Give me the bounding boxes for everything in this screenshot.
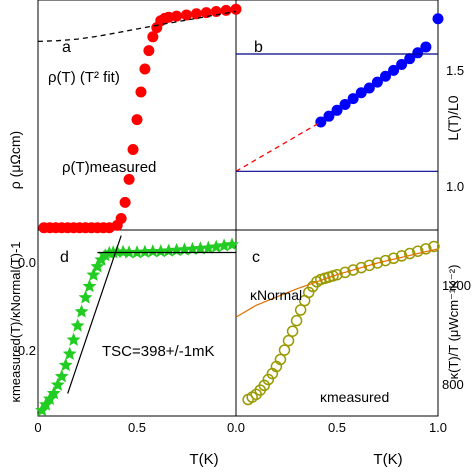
panel-d-series-0-point: [82, 279, 97, 293]
panel-d-series-0-point: [46, 386, 61, 400]
panel-c-frame: [235, 229, 439, 417]
panel-b-series-0-point: [347, 93, 359, 105]
panel-b-series-0-point: [396, 59, 408, 71]
panel-c-series-0-point: [347, 264, 359, 276]
panel-a-series-0-point: [131, 114, 143, 126]
panel-b-series-0-point: [331, 104, 343, 116]
xtick-left-0.5: 0.5: [128, 420, 146, 435]
panel-c-series-0-point: [282, 334, 295, 347]
panel-d-series-0-point: [50, 377, 65, 391]
annotation-t2-fit: ρ(T) (T² fit): [48, 69, 120, 86]
panel-c-series-0-point: [379, 254, 392, 267]
panel-d-series-0-point: [90, 259, 105, 273]
ylabel-a: ρ (μΩcm): [7, 131, 23, 189]
ytick-b-1.5: 1.5: [446, 63, 464, 78]
panel-c-series-0-point: [355, 261, 367, 274]
ytick-d-0.0: 0.0: [18, 255, 36, 270]
panel-c-series-0-point: [412, 245, 424, 257]
panel-c-series-0-point: [428, 240, 440, 253]
panel-b-series-0-point: [371, 76, 383, 88]
ytick-c-800: 800: [442, 377, 464, 392]
panel-a-series-0-point: [139, 63, 151, 75]
panel-d-series-0-point: [70, 318, 85, 332]
panel-c-series-0-point: [274, 353, 287, 366]
panel-b-series-0-point: [355, 87, 367, 99]
panel-c-series-0-point: [294, 304, 307, 316]
xtick-left-0: 0: [34, 420, 41, 435]
panel-d-series-0-point: [54, 369, 69, 383]
panel-a-series-0-point: [115, 213, 127, 224]
panel-a-series-0-point: [147, 31, 159, 43]
annotation-kappa-normal: κNormal: [250, 287, 302, 303]
ytick-d-minus-0.2: -0.2: [14, 343, 36, 358]
ylabel-b: L(T)/L0: [445, 95, 461, 140]
panel-b-series-0-point: [412, 47, 424, 59]
xtick-right-1.0: 1.0: [429, 420, 447, 435]
panel-a-series-0-point: [119, 196, 131, 208]
panel-d-series-1-line: [67, 235, 122, 394]
panel-c-series-0-point: [290, 314, 303, 327]
panel-a-series-0-point: [230, 3, 242, 15]
panel-b-series-0-point: [315, 116, 327, 128]
panel-a-series-0-point: [135, 86, 147, 98]
panel-b-series-0-point: [363, 82, 375, 94]
panel-c-series-0-point: [339, 266, 351, 279]
panel-b-series-0-point: [432, 13, 444, 25]
panel-d-series-0-point: [62, 346, 77, 360]
panel-d-series-0-point: [66, 332, 81, 346]
ytick-b-1.0: 1.0: [446, 179, 464, 194]
panel-label-b: b: [254, 39, 263, 56]
ytick-c-1200: 1200: [442, 278, 471, 293]
panel-c-series-0-point: [262, 373, 275, 386]
panel-c-series-0-point: [331, 268, 343, 281]
xlabel-left: T(K): [189, 451, 218, 468]
panel-c-series-0-point: [371, 257, 384, 269]
panel-a-series-0-point: [123, 173, 135, 185]
panel-a-series-1-line: [37, 10, 237, 43]
panel-b-series-0-point: [420, 41, 432, 53]
ylabel-d: κmeasured(T)/κNormal(T)-1: [8, 241, 23, 402]
panel-b-series-0-point: [388, 64, 400, 76]
ylabel-c: κ(T)/T (μWcm⁻¹K⁻²): [446, 265, 461, 380]
panel-a-series-0-point: [143, 45, 155, 57]
panel-label-c: c: [252, 249, 260, 266]
panel-a-series-0-point: [127, 144, 139, 155]
panel-b-series-0-point: [379, 70, 391, 82]
panel-a-series-0-point: [171, 10, 183, 22]
panel-d-series-0-point: [78, 290, 93, 304]
panel-label-d: d: [60, 249, 69, 266]
panel-c-series-0-point: [403, 247, 416, 260]
xtick-right-0.0: 0.0: [227, 420, 245, 435]
panel-c-series-0-point: [286, 325, 299, 337]
panel-d-series-0-point: [58, 358, 73, 372]
panel-c-series-0-point: [258, 379, 271, 392]
panel-c-series-0-point: [302, 286, 315, 299]
panel-d-series-0-point: [225, 237, 239, 251]
annotation-rho-measured: ρ(T)measured: [62, 159, 156, 176]
panel-b-series-0-point: [323, 110, 335, 122]
panel-c-series-0-point: [363, 259, 376, 272]
annotation-tsc: TSC=398+/-1mK: [102, 343, 215, 360]
panel-label-a: a: [62, 39, 71, 56]
xlabel-right: T(K): [373, 451, 402, 468]
panel-a-series-0-point: [181, 9, 192, 21]
panel-b-series-0-point: [339, 98, 351, 110]
panel-c-series-0-point: [420, 243, 432, 255]
panel-c-series-1-line: [235, 248, 439, 318]
annotation-kappa-measured: κmeasured: [320, 389, 389, 405]
panel-d-series-0-point: [86, 267, 101, 281]
panel-c-series-0-point: [278, 344, 291, 356]
xtick-right-0.5: 0.5: [328, 420, 346, 435]
panel-b-series-1-line: [235, 121, 322, 172]
panel-d-series-0-point: [74, 304, 89, 318]
